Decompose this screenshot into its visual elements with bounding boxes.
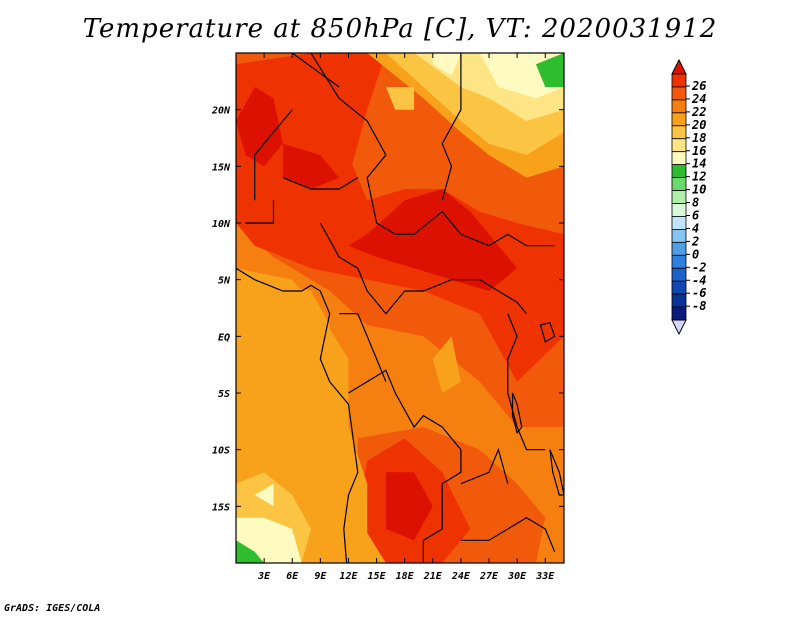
colorbar-label: 12 <box>692 170 706 184</box>
colorbar-bottom-arrow <box>671 319 687 336</box>
x-tick-label: 6E <box>286 571 299 582</box>
colorbar-label: -8 <box>692 299 706 313</box>
colorbar-label: 10 <box>692 183 706 197</box>
colorbar-label: 14 <box>692 157 706 171</box>
x-tick-label: 15E <box>368 571 387 582</box>
border-line-11 <box>460 447 509 485</box>
y-tick-label: 15N <box>212 162 231 173</box>
temperature-region-21 <box>236 540 265 563</box>
grads-credit: GrADS: IGES/COLA <box>4 603 101 614</box>
colorbar-segment-6 <box>671 138 687 153</box>
colorbar-segment-15 <box>671 254 687 269</box>
colorbar-segment-14 <box>671 241 687 256</box>
colorbar-label: 18 <box>692 131 706 145</box>
colorbar-label: 6 <box>692 209 699 223</box>
temperature-region-19 <box>385 87 415 110</box>
colorbar-top-arrow <box>671 58 687 75</box>
border-line-7 <box>254 109 293 201</box>
x-tick-label: 33E <box>535 571 555 582</box>
x-tick-label: 12E <box>339 571 358 582</box>
colorbar-label: 22 <box>691 105 706 119</box>
colorbar-label: 16 <box>692 144 706 158</box>
x-tick-label: 9E <box>314 571 327 582</box>
temperature-region-7 <box>236 87 283 167</box>
colorbar-label: 2 <box>691 234 699 248</box>
colorbar-label: 26 <box>691 79 706 93</box>
temperature-region-11 <box>432 336 461 393</box>
colorbar-segment-2 <box>671 86 687 101</box>
colorbar-segment-1 <box>671 73 687 88</box>
colorbar-segment-16 <box>671 267 687 282</box>
chart-title: Temperature at 850hPa [C], VT: 202003191… <box>82 14 718 44</box>
colorbar-label: 0 <box>692 247 699 261</box>
border-line-3 <box>441 53 462 201</box>
border-line-6 <box>282 177 359 190</box>
y-tick-label: 5S <box>218 389 230 400</box>
border-line-13 <box>245 200 275 224</box>
temperature-region-18 <box>535 53 564 87</box>
border-line-4 <box>319 222 527 315</box>
y-tick-label: 5N <box>218 276 231 287</box>
colorbar-segment-13 <box>671 228 687 243</box>
colorbar-label: 24 <box>691 92 706 106</box>
colorbar-label: -2 <box>692 260 706 274</box>
border-line-9 <box>460 516 556 552</box>
colorbar-segment-3 <box>671 99 687 114</box>
colorbar-label: -6 <box>692 286 706 300</box>
y-tick-label: 20N <box>211 106 231 117</box>
colorbar-segment-4 <box>671 112 687 127</box>
lake-outline-1 <box>511 392 523 434</box>
colorbar-segment-8 <box>671 164 687 178</box>
temperature-region-16 <box>432 53 461 76</box>
y-tick-label: 15S <box>212 502 230 513</box>
temperature-region-8 <box>282 143 340 189</box>
border-line-0 <box>236 267 359 563</box>
temperature-region-22 <box>254 483 274 507</box>
border-line-1 <box>348 369 462 541</box>
y-tick-label: EQ <box>218 332 230 343</box>
x-tick-label: 21E <box>423 571 443 582</box>
colorbar-segment-11 <box>671 203 687 217</box>
x-tick-label: 27E <box>479 571 499 582</box>
y-tick-label: 10N <box>212 219 231 230</box>
colorbar-segment-7 <box>671 151 687 166</box>
colorbar-label: 4 <box>692 221 699 235</box>
y-tick-label: 10S <box>212 446 230 457</box>
temperature-region-9 <box>385 472 433 541</box>
colorbar-segment-10 <box>671 190 687 204</box>
x-tick-label: 30E <box>507 571 527 582</box>
border-line-2 <box>310 53 555 247</box>
x-tick-label: 24E <box>451 571 471 582</box>
colorbar-label: 8 <box>692 196 699 210</box>
map-frame <box>235 52 565 564</box>
temperature-region-6 <box>348 189 518 291</box>
lake-outline-0 <box>539 321 556 343</box>
x-tick-label: 3E <box>257 571 271 582</box>
colorbar-label: 20 <box>691 118 706 132</box>
border-line-8 <box>507 313 546 451</box>
colorbar-segment-9 <box>671 177 687 191</box>
border-line-12 <box>291 53 340 88</box>
colorbar-segment-12 <box>671 216 687 230</box>
colorbar-segment-17 <box>671 280 687 295</box>
colorbar-segment-5 <box>671 125 687 140</box>
x-tick-label: 18E <box>396 571 415 582</box>
border-line-5 <box>339 313 387 382</box>
lake-outline-2 <box>549 449 564 496</box>
colorbar-label: -4 <box>692 273 706 287</box>
colorbar-segment-19 <box>671 306 687 321</box>
temperature-region-4 <box>236 53 564 382</box>
colorbar-segment-18 <box>671 293 687 308</box>
